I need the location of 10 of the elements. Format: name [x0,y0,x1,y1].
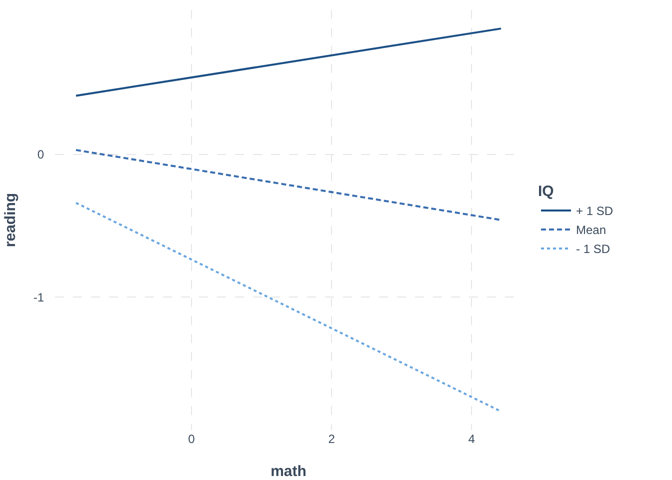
x-tick-label: 0 [188,432,196,446]
legend-label: + 1 SD [576,204,614,218]
x-tick-label: 4 [468,432,476,446]
y-tick-label: -1 [33,290,44,304]
legend-title: IQ [538,183,554,200]
legend-label: Mean [576,223,606,238]
x-tick-label: 2 [328,432,336,446]
x-axis-title: math [270,463,306,480]
y-axis-title: reading [2,192,19,248]
legend-label: - 1 SD [576,242,610,256]
